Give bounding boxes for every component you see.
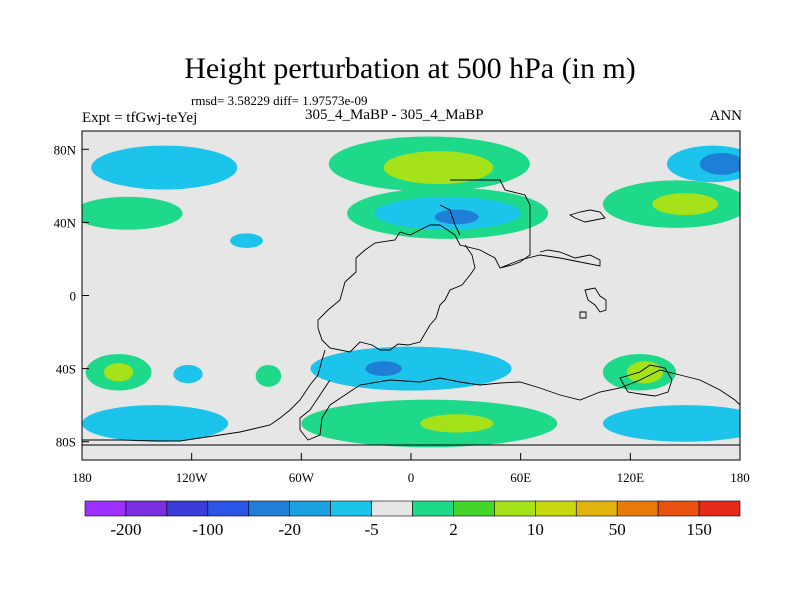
colorbar-swatch	[657, 500, 700, 517]
contour-region-22	[420, 414, 494, 433]
case-comparison-label: 305_4_MaBP - 305_4_MaBP	[305, 107, 484, 123]
chart-title: Height perturbation at 500 hPa (in m)	[184, 52, 636, 85]
x-tick-label: 180	[72, 470, 92, 485]
colorbar-swatch	[125, 500, 168, 517]
colorbar-swatch	[535, 500, 577, 517]
colorbar-label: -5	[364, 520, 378, 539]
x-tick-label: 120E	[617, 470, 645, 485]
contour-region-19	[310, 346, 512, 391]
rmsd-stats: rmsd= 3.58229 diff= 1.97573e-09	[191, 93, 368, 108]
contour-region-2	[82, 196, 183, 230]
colorbar-label: -100	[192, 520, 223, 539]
colorbar-swatch	[616, 500, 659, 517]
contour-region-15	[173, 364, 203, 384]
contour-region-18	[626, 361, 664, 384]
y-tick-label: 40N	[54, 215, 77, 230]
coastline-africa-europe	[317, 179, 531, 353]
contour-region-3	[230, 233, 263, 248]
contour-region-24	[602, 405, 740, 442]
colorbar-label: 50	[609, 520, 626, 539]
coastline-islands	[579, 287, 607, 319]
colorbar-label: 10	[527, 520, 544, 539]
colorbar-swatch	[84, 500, 127, 517]
x-tick-label: 180	[730, 470, 750, 485]
contour-region-23	[82, 405, 229, 442]
colorbar-swatch	[330, 500, 372, 517]
y-tick-label: 40S	[56, 362, 76, 377]
x-tick-label: 0	[408, 470, 415, 485]
contour-region-10	[652, 193, 719, 216]
coastline-america	[439, 204, 606, 236]
experiment-label: Expt = tfGwj-teYej	[82, 110, 198, 126]
colorbar-swatch	[412, 500, 454, 517]
contour-region-1	[91, 145, 238, 190]
colorbar-swatch	[698, 500, 741, 517]
contour-region-8	[434, 209, 479, 225]
x-tick-label: 60W	[289, 470, 315, 485]
colorbar-label: 2	[449, 520, 458, 539]
colorbar-swatch	[166, 500, 209, 517]
contour-region-14	[103, 363, 134, 382]
colorbar-label: 150	[686, 520, 712, 539]
x-tick-label: 60E	[510, 470, 531, 485]
colorbar-swatch	[248, 500, 290, 517]
colorbar-swatch	[371, 500, 413, 517]
contour-region-16	[255, 364, 282, 387]
y-tick-label: 80S	[56, 435, 76, 450]
colorbar-swatch	[575, 500, 618, 517]
colorbar-swatch	[289, 500, 331, 517]
colorbar-label: -200	[110, 520, 141, 539]
coastline-australia	[619, 364, 673, 397]
x-tick-label: 120W	[176, 470, 209, 485]
coastline-asia	[499, 249, 601, 269]
coastline-southern	[82, 349, 740, 446]
contour-region-5	[383, 151, 494, 185]
y-tick-label: 0	[70, 289, 77, 304]
colorbar-swatch	[207, 500, 250, 517]
colorbar-swatch	[453, 500, 495, 517]
y-tick-label: 80N	[54, 142, 77, 157]
colorbar-swatch	[494, 500, 536, 517]
season-label: ANN	[709, 108, 743, 124]
colorbar-label: -20	[278, 520, 301, 539]
contour-region-20	[365, 361, 402, 376]
contour-region-12	[699, 152, 740, 175]
